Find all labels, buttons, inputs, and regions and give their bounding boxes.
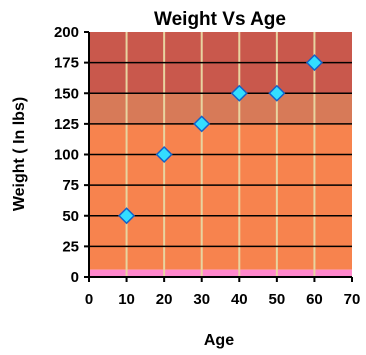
data-point [305, 54, 323, 72]
y-tick-label: 0 [71, 269, 79, 286]
data-point [268, 84, 286, 102]
y-tick-label: 50 [62, 208, 79, 225]
x-tick-labels: 0 10 20 30 40 50 60 70 [85, 291, 361, 308]
axes [84, 31, 353, 282]
data-point [230, 84, 248, 102]
x-tick-label: 0 [85, 291, 93, 308]
y-tick-label: 100 [54, 147, 79, 164]
x-tick-label: 40 [231, 291, 248, 308]
x-tick-label: 10 [118, 291, 135, 308]
y-tick-label: 75 [62, 177, 79, 194]
data-point [155, 145, 173, 164]
y-tick-label: 25 [62, 238, 79, 255]
plot-background [89, 32, 352, 277]
x-tick-label: 50 [269, 291, 286, 308]
x-tick-label: 30 [193, 291, 210, 308]
x-axis-label: Age [204, 332, 234, 349]
y-tick-label: 125 [54, 116, 79, 133]
x-tick-label: 60 [306, 291, 323, 308]
band-lower [89, 123, 352, 270]
y-tick-label: 175 [54, 55, 79, 72]
y-tick-labels: 0 25 50 75 100 125 150 175 200 [54, 24, 79, 286]
data-point [193, 115, 211, 133]
chart-title: Weight Vs Age [154, 9, 286, 30]
y-axis-label: Weight ( In lbs) [11, 97, 28, 211]
x-tick-label: 20 [156, 291, 173, 308]
x-tick-label: 70 [344, 291, 361, 308]
data-point [118, 207, 136, 225]
y-tick-label: 200 [54, 24, 79, 41]
y-tick-label: 150 [54, 85, 79, 102]
band-base [89, 269, 352, 277]
data-points [118, 54, 323, 225]
band-middle [89, 93, 352, 124]
